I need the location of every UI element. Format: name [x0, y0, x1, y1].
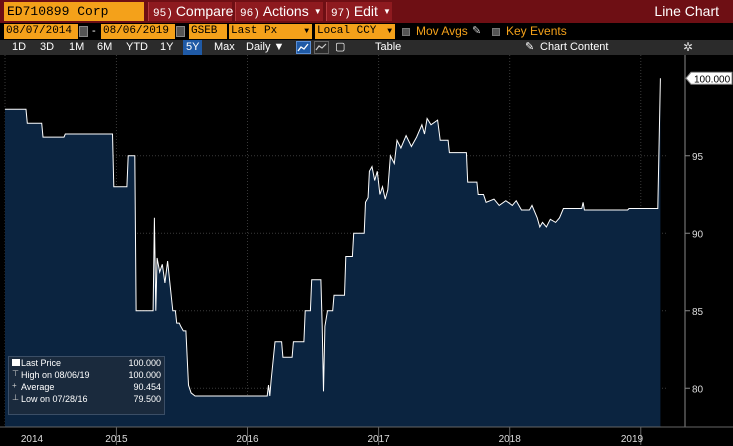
edit-label: Edit: [353, 3, 378, 19]
field-select[interactable]: Last Px ▼: [229, 24, 312, 39]
legend-high-label: High on 08/06/19: [21, 370, 90, 380]
field-select-label: Last Px: [231, 25, 278, 37]
compare-label: Compare: [175, 3, 234, 19]
window-title: Line Chart: [654, 3, 719, 19]
x-tick-label: 2015: [105, 434, 128, 445]
legend-average-value: 90.454: [133, 382, 161, 392]
date-separator: -: [92, 25, 96, 37]
edit-number: 97): [331, 8, 351, 20]
legend-low-value: 79.500: [133, 394, 161, 404]
legend-last-price-label: Last Price: [21, 358, 62, 368]
legend-low: Low on 07/28/16 79.500: [21, 394, 161, 405]
chevron-down-icon: ▼: [387, 27, 392, 36]
table-icon[interactable]: ▢: [335, 41, 346, 53]
period-5y[interactable]: 5Y: [183, 40, 203, 55]
x-tick-label: 2019: [621, 434, 644, 445]
low-marker-icon: ⊥: [12, 393, 19, 402]
high-marker-icon: ⊤: [12, 369, 19, 378]
top-toolbar: ED710899 Corp 95) Compare 96) Actions ▼ 97)…: [0, 0, 733, 23]
start-date-field[interactable]: 08/07/2014: [4, 24, 78, 39]
period-1m[interactable]: 1M: [69, 41, 85, 53]
x-axis: 2014 2015 2016 2017 2018 2019: [0, 426, 733, 445]
series-line: [5, 78, 661, 397]
legend-series-swatch: [12, 359, 20, 366]
compare-number: 95): [153, 8, 173, 20]
x-tick-label: 2017: [367, 434, 390, 445]
mov-avgs-checkbox[interactable]: [402, 28, 410, 36]
pencil-icon[interactable]: ✎: [472, 25, 482, 37]
bar-chart-icon[interactable]: [314, 41, 329, 54]
table-button[interactable]: Table: [375, 41, 402, 53]
chevron-down-icon: ▼: [313, 7, 322, 16]
key-events-checkbox[interactable]: [492, 28, 500, 36]
period-ytd[interactable]: YTD: [126, 41, 148, 53]
last-value-text: 100.000: [694, 74, 731, 85]
x-tick-label: 2014: [21, 434, 44, 445]
currency-select[interactable]: Local CCY ▼: [315, 24, 395, 39]
frequency-select[interactable]: Daily ▼: [246, 40, 284, 55]
period-6m[interactable]: 6M: [97, 41, 113, 53]
chevron-down-icon: ▼: [273, 41, 285, 53]
calendar-icon[interactable]: [79, 26, 88, 37]
x-tick-label: 2016: [236, 434, 259, 445]
actions-menu[interactable]: 96) Actions ▼: [235, 2, 323, 21]
chart-area: [5, 78, 661, 428]
chart-content-icon[interactable]: ✎: [525, 41, 535, 53]
series-area-fill: [5, 78, 661, 428]
ticker-field[interactable]: ED710899 Corp: [4, 2, 144, 21]
y-tick-label: 95: [692, 152, 704, 163]
edit-menu[interactable]: 97) Edit ▼: [326, 2, 392, 21]
chevron-down-icon: ▼: [382, 7, 391, 16]
period-1d[interactable]: 1D: [12, 41, 27, 53]
last-value-flag: [685, 71, 733, 85]
y-axis: 80 85 90 95 100.000: [684, 55, 733, 427]
average-marker-icon: +: [12, 381, 17, 390]
calendar-icon[interactable]: [176, 26, 185, 37]
actions-label: Actions: [262, 3, 309, 19]
period-bar: 1D 3D 1M 6M YTD 1Y 5Y Max Daily ▼ ▢ Tabl…: [0, 40, 733, 55]
y-tick-label: 80: [692, 384, 704, 395]
compare-menu[interactable]: 95) Compare: [148, 2, 234, 21]
chart-content-button[interactable]: Chart Content: [540, 41, 609, 53]
pricing-source-field[interactable]: GSEB: [189, 24, 227, 39]
frequency-label: Daily: [246, 41, 271, 53]
y-tick-label: 85: [692, 307, 704, 318]
y-tick-label: 90: [692, 229, 704, 240]
legend-low-label: Low on 07/28/16: [21, 394, 88, 404]
legend-average: Average 90.454: [21, 382, 161, 393]
currency-select-label: Local CCY: [317, 25, 377, 37]
period-3d[interactable]: 3D: [40, 41, 55, 53]
legend-high: High on 08/06/19 100.000: [21, 370, 161, 381]
legend-last-price: Last Price 100.000: [21, 358, 161, 369]
chart-legend[interactable]: Last Price 100.000 ⊤ High on 08/06/19 10…: [8, 356, 165, 415]
end-date-field[interactable]: 08/06/2019: [101, 24, 175, 39]
key-events-label: Key Events: [506, 24, 567, 38]
gear-icon[interactable]: ✲: [682, 40, 693, 54]
period-1y[interactable]: 1Y: [160, 41, 174, 53]
legend-high-value: 100.000: [128, 370, 161, 380]
chevron-down-icon: ▼: [304, 27, 309, 36]
price-chart[interactable]: 80 85 90 95 100.000 2014 2015 2016 2017 2018 2019: [0, 55, 733, 446]
mov-avgs-label: Mov Avgs: [416, 24, 468, 38]
actions-number: 96): [240, 8, 260, 20]
line-chart-icon[interactable]: [296, 41, 311, 54]
x-tick-label: 2018: [499, 434, 522, 445]
legend-last-price-value: 100.000: [128, 358, 161, 368]
legend-average-label: Average: [21, 382, 55, 392]
period-max[interactable]: Max: [214, 41, 235, 53]
last-value-label: 100.000: [685, 71, 733, 85]
parameter-bar: 08/07/2014 - 08/06/2019 GSEB Last Px ▼ L…: [0, 23, 733, 40]
